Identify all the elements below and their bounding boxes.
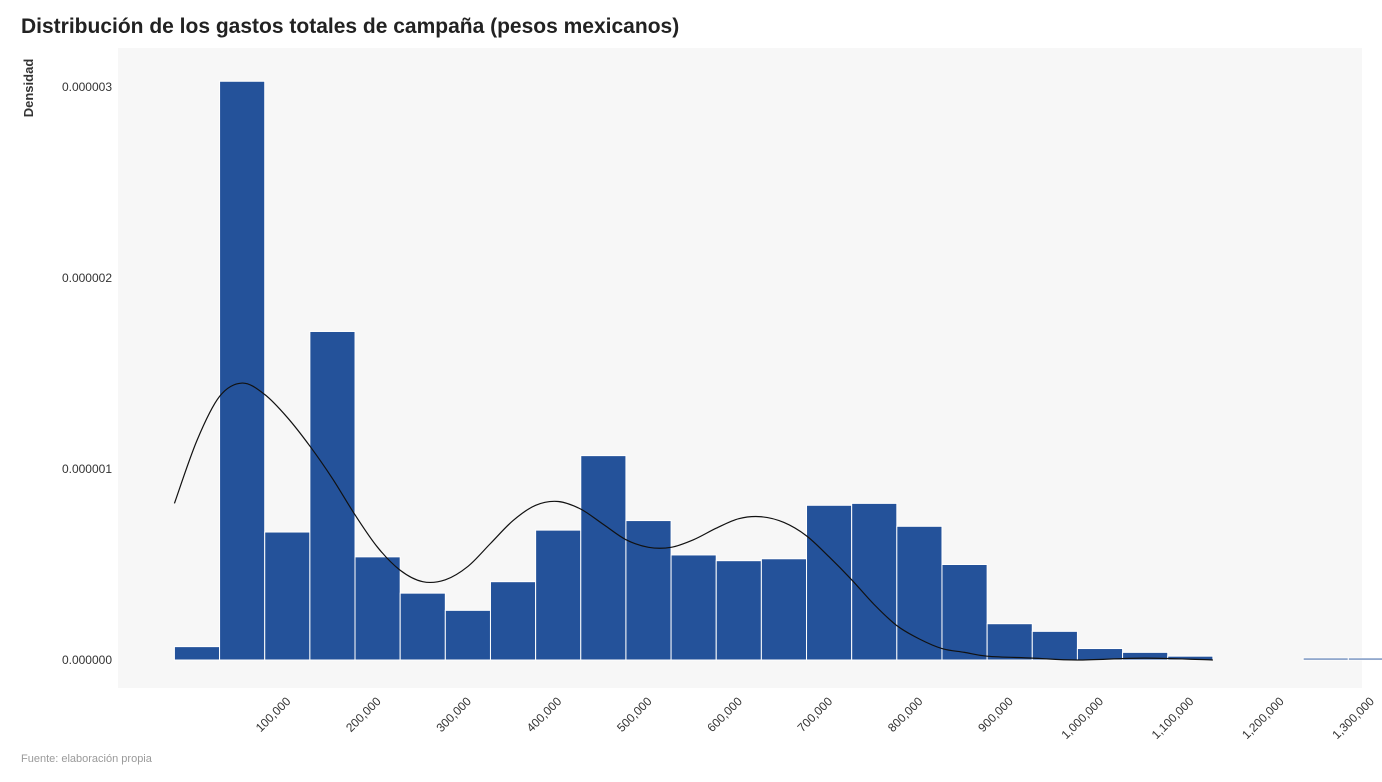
histogram-bar: [851, 502, 898, 661]
histogram-bar: [941, 564, 988, 661]
x-tick-label: 100,000: [253, 694, 294, 735]
x-tick-label: 900,000: [975, 694, 1016, 735]
density-curve: [173, 382, 1213, 661]
histogram-bar: [535, 529, 582, 661]
x-tick-label: 200,000: [343, 694, 384, 735]
histogram-bar: [760, 558, 808, 661]
histogram-bar: [173, 646, 221, 661]
histogram-bar: [715, 560, 762, 661]
y-tick-label: 0.000001: [62, 462, 112, 476]
histogram-bar: [219, 80, 266, 661]
histogram-bar: [1347, 657, 1382, 661]
chart-caption: Fuente: elaboración propia: [21, 753, 152, 765]
histogram-bar: [1302, 657, 1349, 661]
bars-group: [173, 80, 1382, 661]
histogram-bar: [580, 455, 627, 661]
histogram-bar: [986, 623, 1033, 661]
y-axis-ticks: 0.000000 0.000001 0.000002 0.000003: [62, 80, 112, 667]
x-tick-label: 300,000: [433, 694, 474, 735]
histogram-bar: [1031, 630, 1078, 661]
y-axis-label: Densidad: [21, 59, 36, 118]
histogram-bar: [625, 520, 672, 661]
histogram-bar: [354, 556, 401, 661]
histogram-bar: [264, 531, 311, 661]
y-tick-label: 0.000003: [62, 80, 112, 94]
x-tick-label: 600,000: [704, 694, 745, 735]
x-tick-label: 700,000: [795, 694, 836, 735]
histogram-bar: [309, 330, 356, 661]
histogram-bar: [444, 609, 491, 661]
x-tick-label: 500,000: [614, 694, 655, 735]
histogram-bar: [806, 504, 853, 661]
histogram-bar: [896, 525, 943, 661]
x-tick-label: 400,000: [524, 694, 565, 735]
y-tick-label: 0.000000: [62, 653, 112, 667]
x-tick-label: 1,100,000: [1149, 694, 1197, 742]
histogram-bar: [489, 581, 537, 661]
histogram-bar: [670, 554, 717, 661]
x-tick-label: 1,000,000: [1058, 694, 1106, 742]
x-tick-label: 1,200,000: [1239, 694, 1287, 742]
histogram-bar: [399, 592, 446, 661]
x-tick-label: 800,000: [885, 694, 926, 735]
y-tick-label: 0.000002: [62, 271, 112, 285]
x-axis-ticks: 100,000 200,000 300,000 400,000 500,000 600,0…: [253, 694, 1377, 742]
chart-title: Distribución de los gastos totales de ca…: [21, 15, 680, 38]
x-tick-label: 1,300,000: [1329, 694, 1377, 742]
